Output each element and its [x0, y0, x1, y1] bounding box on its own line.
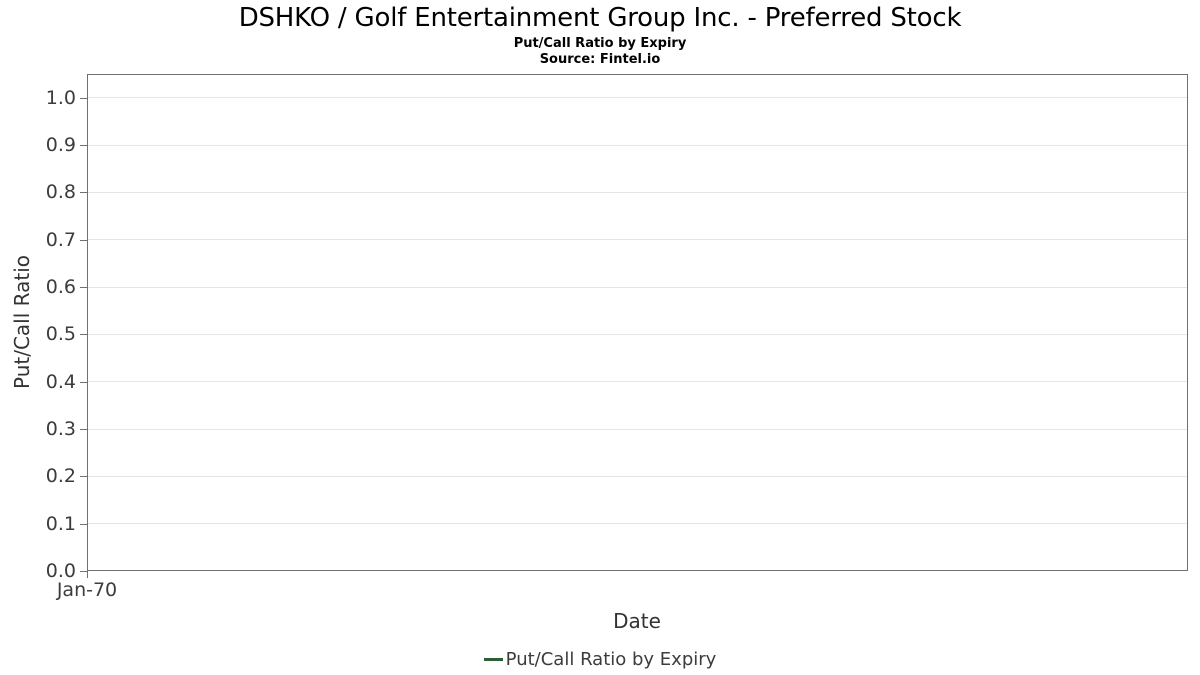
- y-tick-label: 0.8: [45, 181, 76, 204]
- y-tick-mark: [80, 192, 88, 194]
- gridline: [88, 381, 1187, 383]
- y-tick-mark: [80, 239, 88, 241]
- gridline: [88, 286, 1187, 288]
- chart-subtitle: Put/Call Ratio by Expiry: [513, 36, 687, 51]
- y-tick-label: 0.6: [45, 276, 76, 298]
- legend-line-marker-icon: [483, 658, 503, 661]
- legend-label: Put/Call Ratio by Expiry: [505, 649, 717, 670]
- gridline: [88, 523, 1187, 525]
- gridline: [88, 97, 1187, 99]
- y-tick-mark: [80, 571, 88, 572]
- y-tick-mark: [80, 429, 88, 430]
- y-tick-mark: [80, 145, 88, 146]
- y-tick-label: 0.5: [45, 323, 76, 346]
- y-tick-label: 1.0: [45, 86, 76, 109]
- x-tick-label: Jan-70: [56, 579, 118, 601]
- y-tick-mark: [80, 287, 88, 288]
- x-axis-label: Date: [613, 609, 661, 633]
- gridline: [88, 144, 1187, 146]
- y-tick-label: 0.7: [45, 228, 76, 251]
- chart-source: Source: Fintel.io: [539, 52, 661, 67]
- y-tick-label: 0.9: [45, 134, 76, 156]
- y-tick-label: 0.1: [45, 512, 76, 535]
- y-tick-label: 0.0: [45, 560, 76, 582]
- y-tick-label: 0.2: [45, 465, 76, 488]
- y-tick-mark: [80, 523, 88, 525]
- y-tick-mark: [80, 476, 88, 478]
- gridline: [88, 333, 1187, 335]
- x-tick-mark: [87, 571, 88, 578]
- gridline: [88, 191, 1187, 193]
- y-tick-mark: [80, 381, 88, 383]
- gridline: [88, 428, 1187, 430]
- y-tick-label: 0.3: [45, 418, 76, 440]
- y-tick-mark: [80, 334, 88, 336]
- y-tick-label: 0.4: [45, 370, 76, 393]
- gridline: [88, 239, 1187, 241]
- gridline: [88, 475, 1187, 477]
- legend: Put/Call Ratio by Expiry: [0, 647, 1200, 672]
- chart-title: DSHKO / Golf Entertainment Group Inc. - …: [238, 3, 962, 33]
- y-tick-mark: [80, 97, 88, 99]
- legend-item-put-call-ratio[interactable]: Put/Call Ratio by Expiry: [483, 649, 717, 670]
- plot-area: [87, 74, 1188, 571]
